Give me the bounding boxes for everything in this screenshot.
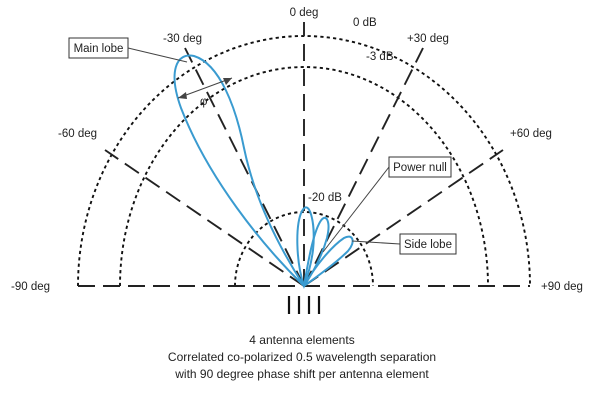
label-minus30deg: -30 deg — [163, 33, 202, 45]
phi-symbol: φ — [200, 96, 207, 108]
label-0deg: 0 deg — [290, 7, 319, 19]
beamwidth-marker — [177, 77, 233, 99]
main-lobe-curve — [173, 54, 305, 287]
label-minus3db: -3 dB — [366, 51, 394, 63]
ray-plus60deg — [303, 149, 504, 287]
side-lobe-callout-label: Side lobe — [404, 239, 452, 251]
main-lobe-callout-box — [68, 37, 129, 59]
arc-minus3db — [119, 66, 489, 287]
arc-minus20db — [234, 211, 374, 287]
ray-minus30deg — [184, 47, 305, 287]
side-lobe-right-curve — [303, 235, 354, 287]
main-lobe-callout-label: Main lobe — [74, 43, 124, 55]
label-minus60deg: -60 deg — [58, 128, 97, 140]
side-lobe-center-curve — [296, 206, 315, 289]
side-lobe-callout-box — [399, 233, 457, 255]
power-null-callout-box — [388, 156, 452, 178]
label-plus30deg: +30 deg — [407, 33, 449, 45]
side-lobe-leader — [351, 240, 401, 245]
side-lobe-mid-curve — [303, 216, 330, 287]
caption-line-2: Correlated co-polarized 0.5 wavelength s… — [168, 350, 436, 364]
label-plus60deg: +60 deg — [510, 128, 552, 140]
antenna-element-array — [287, 296, 321, 314]
caption-line-3: with 90 degree phase shift per antenna e… — [174, 367, 429, 381]
main-lobe-leader — [127, 47, 188, 63]
caption-line-1: 4 antenna elements — [249, 333, 354, 347]
beamwidth-arrowhead-right — [223, 78, 232, 85]
ray-plus30deg — [303, 47, 424, 287]
label-minus20db: -20 dB — [308, 192, 342, 204]
ray-minus60deg — [104, 149, 305, 287]
power-null-leader — [322, 166, 390, 253]
label-minus90deg: -90 deg — [11, 281, 50, 293]
label-plus90deg: +90 deg — [541, 281, 583, 293]
label-0db: 0 dB — [353, 17, 377, 29]
power-null-callout-label: Power null — [393, 162, 447, 174]
beamwidth-arrowhead-left — [178, 92, 187, 99]
